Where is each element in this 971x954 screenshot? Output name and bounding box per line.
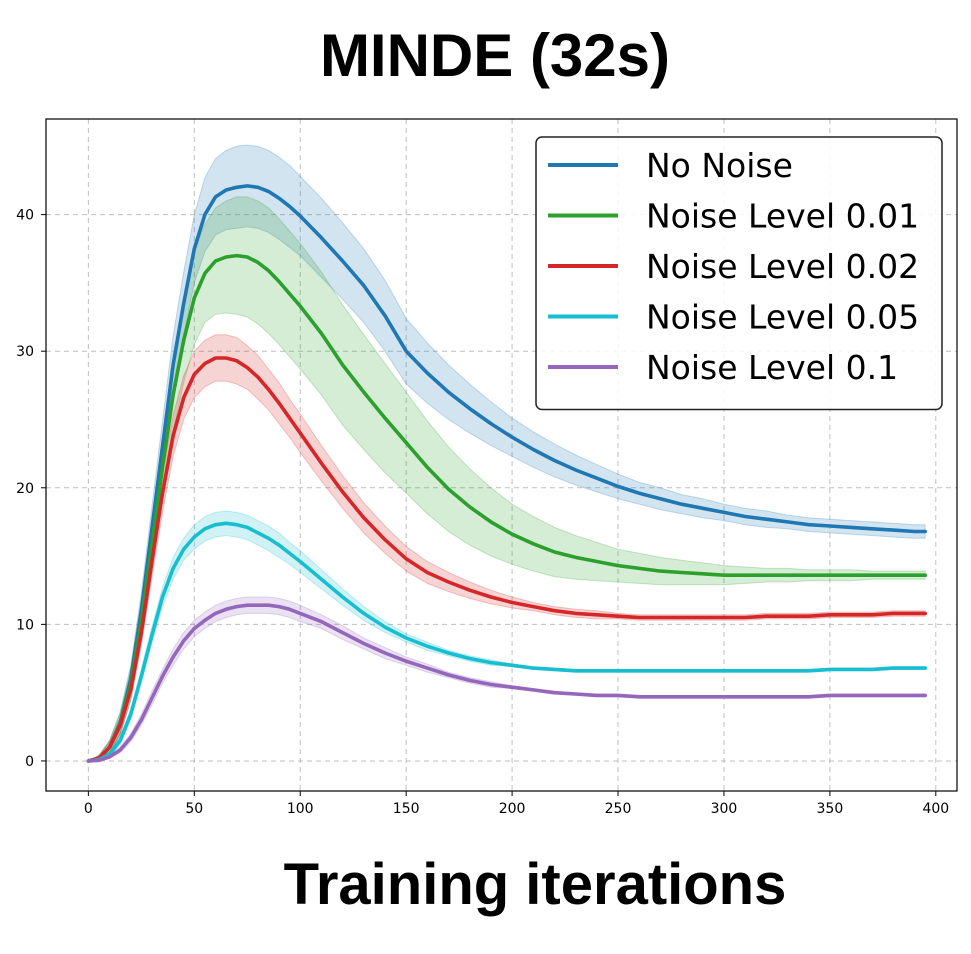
x-axis-label: Training iterations: [283, 852, 787, 917]
legend-label-no-noise: No Noise: [646, 146, 793, 185]
series-line-noise-level-0-02: [86, 356, 927, 763]
legend-label-noise-level-0-1: Noise Level 0.1: [646, 348, 898, 387]
y-tick-label: 40: [16, 208, 34, 224]
x-tick-label: 100: [287, 801, 314, 817]
series-line-no-noise: [86, 184, 927, 763]
x-tick-label: 50: [185, 801, 203, 817]
x-tick-label: 200: [499, 801, 526, 817]
x-tick-label: 350: [817, 801, 844, 817]
plot-frame: [45, 118, 958, 792]
legend-label-noise-level-0-05: Noise Level 0.05: [646, 298, 919, 337]
y-tick-label: 10: [16, 617, 34, 633]
series-line-noise-level-0-05: [86, 521, 927, 763]
y-tick-label: 20: [16, 481, 34, 497]
x-tick-label: 0: [84, 801, 93, 817]
legend-box: [535, 136, 943, 411]
legend-label-noise-level-0-02: Noise Level 0.02: [646, 247, 919, 286]
series-line-noise-level-0-1: [86, 603, 927, 763]
band-noise-level-0-1: [88, 596, 926, 762]
y-tick-label: 30: [16, 344, 34, 360]
series-lines: [86, 184, 927, 763]
legend: No Noise Noise Level 0.01 Noise Level 0.02…: [535, 136, 943, 411]
legend-label-noise-level-0-01: Noise Level 0.01: [646, 197, 919, 236]
chart-title: MINDE (32s): [319, 22, 671, 89]
x-tick-label: 250: [605, 801, 632, 817]
series-line-noise-level-0-01: [86, 253, 927, 763]
x-tick-label: 150: [393, 801, 420, 817]
y-tick-label: 0: [25, 754, 34, 770]
x-tick-label: 400: [922, 801, 949, 817]
x-tick-label: 300: [711, 801, 738, 817]
axis-ticks: 0 50 100 150 200 250 300 350 400 0 10 20 30 40: [16, 208, 949, 817]
